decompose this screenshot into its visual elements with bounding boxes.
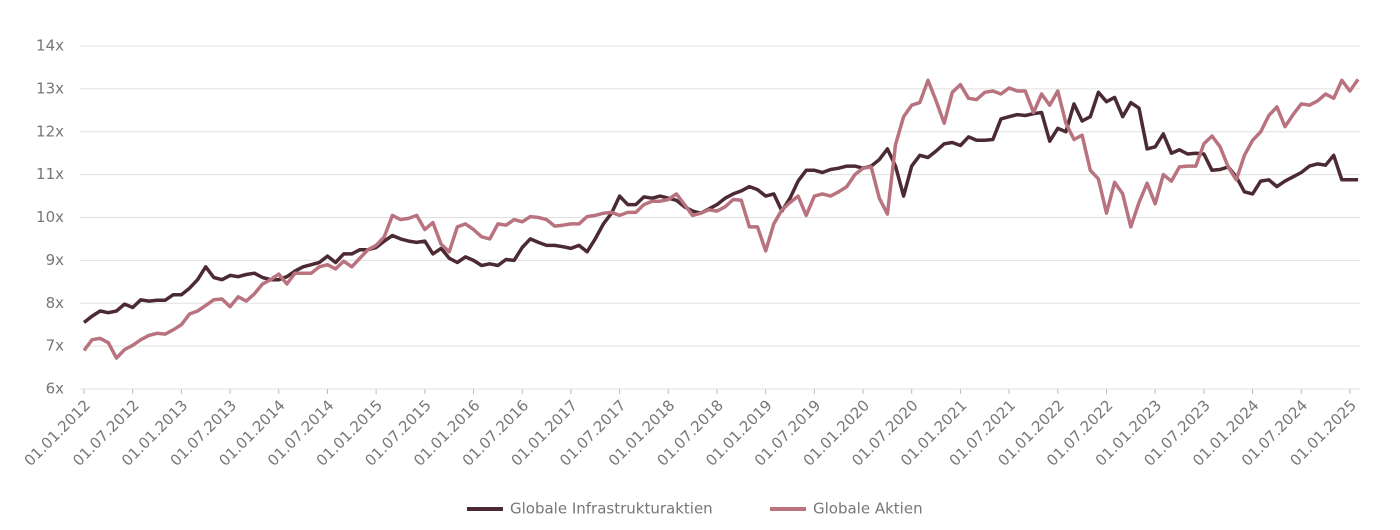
y-tick-label: 9x [46,251,65,269]
y-tick-label: 10x [36,208,64,226]
y-tick-label: 7x [46,337,65,355]
y-tick-label: 6x [46,380,65,398]
series-line [82,90,1359,324]
y-tick-label: 14x [36,37,64,55]
y-tick-label: 11x [36,165,64,183]
y-tick-label: 13x [36,79,64,97]
legend-label: Globale Aktien [813,500,923,518]
y-tick-label: 8x [46,294,65,312]
legend-label: Globale Infrastrukturaktien [510,500,713,518]
y-tick-label: 12x [36,122,64,140]
series-line [82,78,1360,360]
